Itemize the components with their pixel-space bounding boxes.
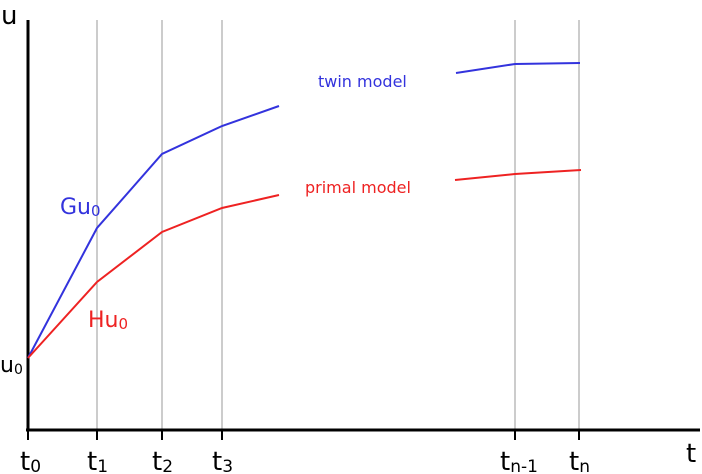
x-axis-label: t [686,439,696,469]
primal-model-curve [27,194,280,359]
twin-model-label: twin model [318,72,407,91]
hu0-label: Hu0 [88,308,128,333]
primal-model-curve-end [454,169,582,181]
time-label-t0: t0 [20,447,41,474]
gu0-label: Gu0 [60,195,101,220]
time-label-tn: tn [569,447,590,474]
y-axis-label: u [1,1,17,31]
twin-model-curve-end [455,62,581,74]
time-label-t1: t1 [87,447,108,474]
time-label-tn-1: tn-1 [500,447,538,474]
primal-model-label: primal model [305,178,411,197]
twin-model-curve [27,105,280,359]
time-label-t2: t2 [152,447,173,474]
time-label-t3: t3 [212,447,233,474]
u0-label: u0 [0,353,23,378]
